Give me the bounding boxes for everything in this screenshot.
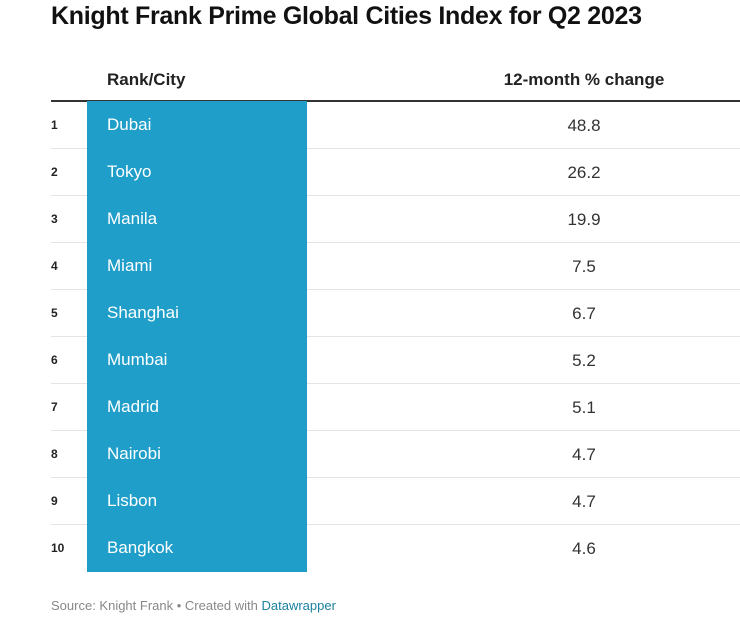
- city-name: Manila: [107, 209, 158, 228]
- rank-cell: 5: [51, 306, 58, 320]
- change-value: 48.8: [567, 116, 601, 135]
- rank-cell: 3: [51, 212, 58, 226]
- rank-cell: 10: [51, 541, 65, 555]
- city-name: Shanghai: [107, 303, 179, 322]
- city-highlight-cell: Bangkok: [87, 524, 307, 572]
- change-value: 5.1: [572, 398, 596, 417]
- rank-cell: 2: [51, 165, 58, 179]
- table-row: 1 Dubai 48.8: [51, 101, 740, 149]
- footer: Source: Knight Frank • Created with Data…: [51, 598, 336, 613]
- city-highlight-cell: Dubai: [87, 101, 307, 149]
- city-name: Bangkok: [107, 538, 174, 557]
- city-highlight-cell: Miami: [87, 242, 307, 290]
- table-row: 8 Nairobi 4.7: [51, 430, 740, 478]
- column-header-rank-city: Rank/City: [107, 70, 186, 89]
- city-name: Miami: [107, 256, 153, 275]
- ranking-table: Rank/City 12-month % change 1 Dubai 48.8 2 T…: [51, 58, 740, 572]
- city-name: Dubai: [107, 115, 152, 134]
- table-row: 9 Lisbon 4.7: [51, 477, 740, 525]
- table-row: 4 Miami 7.5: [51, 242, 740, 290]
- chart-title: Knight Frank Prime Global Cities Index f…: [51, 2, 642, 30]
- city-name: Lisbon: [107, 491, 158, 510]
- table-row: 2 Tokyo 26.2: [51, 148, 740, 196]
- change-value: 19.9: [567, 210, 601, 229]
- table-row: 10 Bangkok 4.6: [51, 524, 740, 572]
- change-value: 6.7: [572, 304, 596, 323]
- city-name: Mumbai: [107, 350, 168, 369]
- change-value: 7.5: [572, 257, 596, 276]
- table-body: 1 Dubai 48.8 2 Tokyo 26.2 3 Manila 19.9 4 Miami 7.5…: [51, 101, 740, 572]
- city-highlight-cell: Shanghai: [87, 289, 307, 337]
- city-highlight-cell: Tokyo: [87, 148, 307, 196]
- source-note: Source: Knight Frank • Created with: [51, 598, 262, 613]
- city-highlight-cell: Madrid: [87, 383, 307, 431]
- city-name: Madrid: [107, 397, 159, 416]
- change-value: 4.7: [572, 492, 596, 511]
- rank-cell: 6: [51, 353, 58, 367]
- change-value: 4.6: [572, 539, 596, 558]
- table-header: Rank/City 12-month % change: [51, 58, 740, 102]
- change-value: 5.2: [572, 351, 596, 370]
- rank-cell: 7: [51, 400, 58, 414]
- table-row: 6 Mumbai 5.2: [51, 336, 740, 384]
- rank-cell: 8: [51, 447, 58, 461]
- table-row: 7 Madrid 5.1: [51, 383, 740, 431]
- city-highlight-cell: Nairobi: [87, 430, 307, 478]
- city-name: Nairobi: [107, 444, 161, 463]
- rank-cell: 4: [51, 259, 58, 273]
- change-value: 4.7: [572, 445, 596, 464]
- city-highlight-cell: Mumbai: [87, 336, 307, 384]
- datawrapper-link[interactable]: Datawrapper: [261, 598, 336, 613]
- city-highlight-cell: Lisbon: [87, 477, 307, 525]
- city-name: Tokyo: [107, 162, 152, 181]
- rank-cell: 9: [51, 494, 58, 508]
- table-row: 3 Manila 19.9: [51, 195, 740, 243]
- city-highlight-cell: Manila: [87, 195, 307, 243]
- table-row: 5 Shanghai 6.7: [51, 289, 740, 337]
- change-value: 26.2: [567, 163, 601, 182]
- column-header-change: 12-month % change: [503, 70, 665, 89]
- rank-cell: 1: [51, 118, 58, 132]
